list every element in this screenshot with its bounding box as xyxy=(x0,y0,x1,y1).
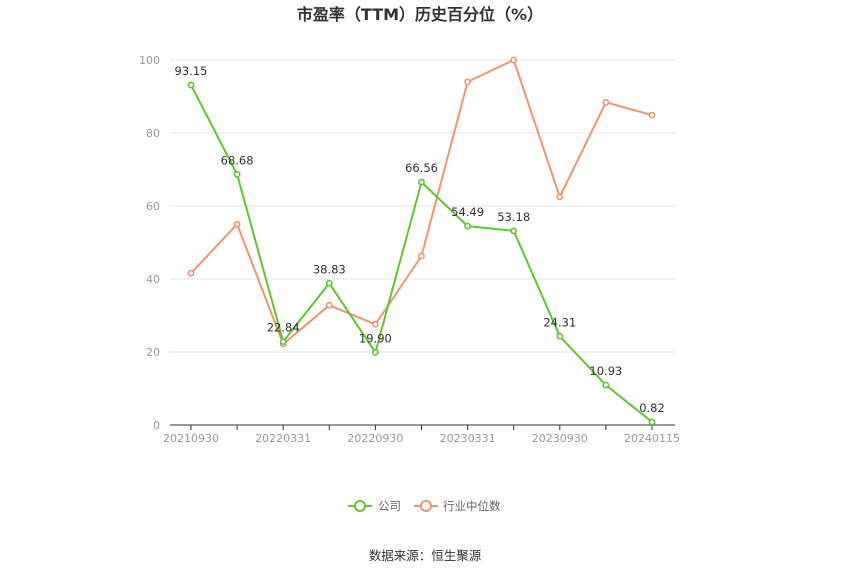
data-point-1-1 xyxy=(233,220,241,228)
y-tick-100: 100 xyxy=(139,54,160,67)
data-point-0-5 xyxy=(418,178,425,186)
source-note: 数据来源：恒生聚源 xyxy=(369,548,482,563)
data-point-0-0 xyxy=(187,81,195,89)
data-point-0-4 xyxy=(371,348,379,356)
x-tick-label-20230331: 20230331 xyxy=(440,432,496,445)
data-point-1-0 xyxy=(187,269,195,277)
data-labels: 93.15 68.68 22.84 38.83 19.90 66.56 54.49 53.18… xyxy=(175,64,665,415)
y-axis-ticks: 0 20 40 60 80 100 xyxy=(139,54,160,432)
data-label-10: 0.82 xyxy=(639,401,665,415)
y-tick-40: 40 xyxy=(146,273,160,286)
data-label-3: 38.83 xyxy=(313,262,346,276)
legend-item-0[interactable]: 公司 xyxy=(348,499,401,513)
x-tick-label-20210930: 20210930 xyxy=(163,432,219,445)
data-label-2: 22.84 xyxy=(267,321,300,335)
data-point-1-6 xyxy=(464,78,471,86)
data-label-8: 24.31 xyxy=(543,315,576,329)
series-1 xyxy=(187,56,656,348)
data-label-4: 19.90 xyxy=(359,331,392,345)
data-point-1-10 xyxy=(648,111,656,119)
legend-label-0: 公司 xyxy=(378,499,401,513)
data-point-0-6 xyxy=(464,222,471,230)
data-point-0-2 xyxy=(279,338,287,346)
x-axis: 20210930 20220331 20220930 20230331 20230930… xyxy=(163,424,680,445)
legend-label-1: 行业中位数 xyxy=(443,499,501,513)
x-tick-label-20230930: 20230930 xyxy=(532,432,588,445)
data-point-1-9 xyxy=(602,98,610,106)
data-point-1-3 xyxy=(325,301,333,309)
y-tick-0: 0 xyxy=(153,419,160,432)
y-tick-60: 60 xyxy=(146,200,160,213)
x-tick-label-20220331: 20220331 xyxy=(255,432,311,445)
series-line-1 xyxy=(190,59,653,345)
legend-marker-0 xyxy=(354,500,366,512)
legend-marker-1 xyxy=(420,500,432,512)
legend[interactable]: 公司 行业中位数 xyxy=(348,499,501,513)
y-tick-20: 20 xyxy=(146,346,160,359)
legend-item-1[interactable]: 行业中位数 xyxy=(414,499,501,513)
data-point-0-9 xyxy=(602,381,610,389)
data-point-0-10 xyxy=(648,418,656,426)
x-tick-label-20220930: 20220930 xyxy=(347,432,403,445)
series-layer xyxy=(187,56,656,426)
data-label-0: 93.15 xyxy=(175,64,208,78)
data-label-1: 68.68 xyxy=(221,153,254,167)
data-point-0-3 xyxy=(325,279,333,287)
y-tick-80: 80 xyxy=(146,127,160,140)
data-label-5: 66.56 xyxy=(405,161,438,175)
x-tick-label-20240115: 20240115 xyxy=(624,432,680,445)
series-0 xyxy=(187,81,656,426)
data-point-0-7 xyxy=(510,227,518,235)
chart-title: 市盈率（TTM）历史百分位（%） xyxy=(297,5,543,24)
data-point-1-4 xyxy=(371,320,379,328)
data-point-1-7 xyxy=(510,56,518,64)
data-label-6: 54.49 xyxy=(451,205,484,219)
data-point-1-5 xyxy=(418,252,425,260)
data-point-0-8 xyxy=(556,332,564,340)
data-point-1-8 xyxy=(556,193,564,201)
data-point-0-1 xyxy=(233,170,241,178)
data-label-7: 53.18 xyxy=(497,210,530,224)
data-label-9: 10.93 xyxy=(589,364,622,378)
